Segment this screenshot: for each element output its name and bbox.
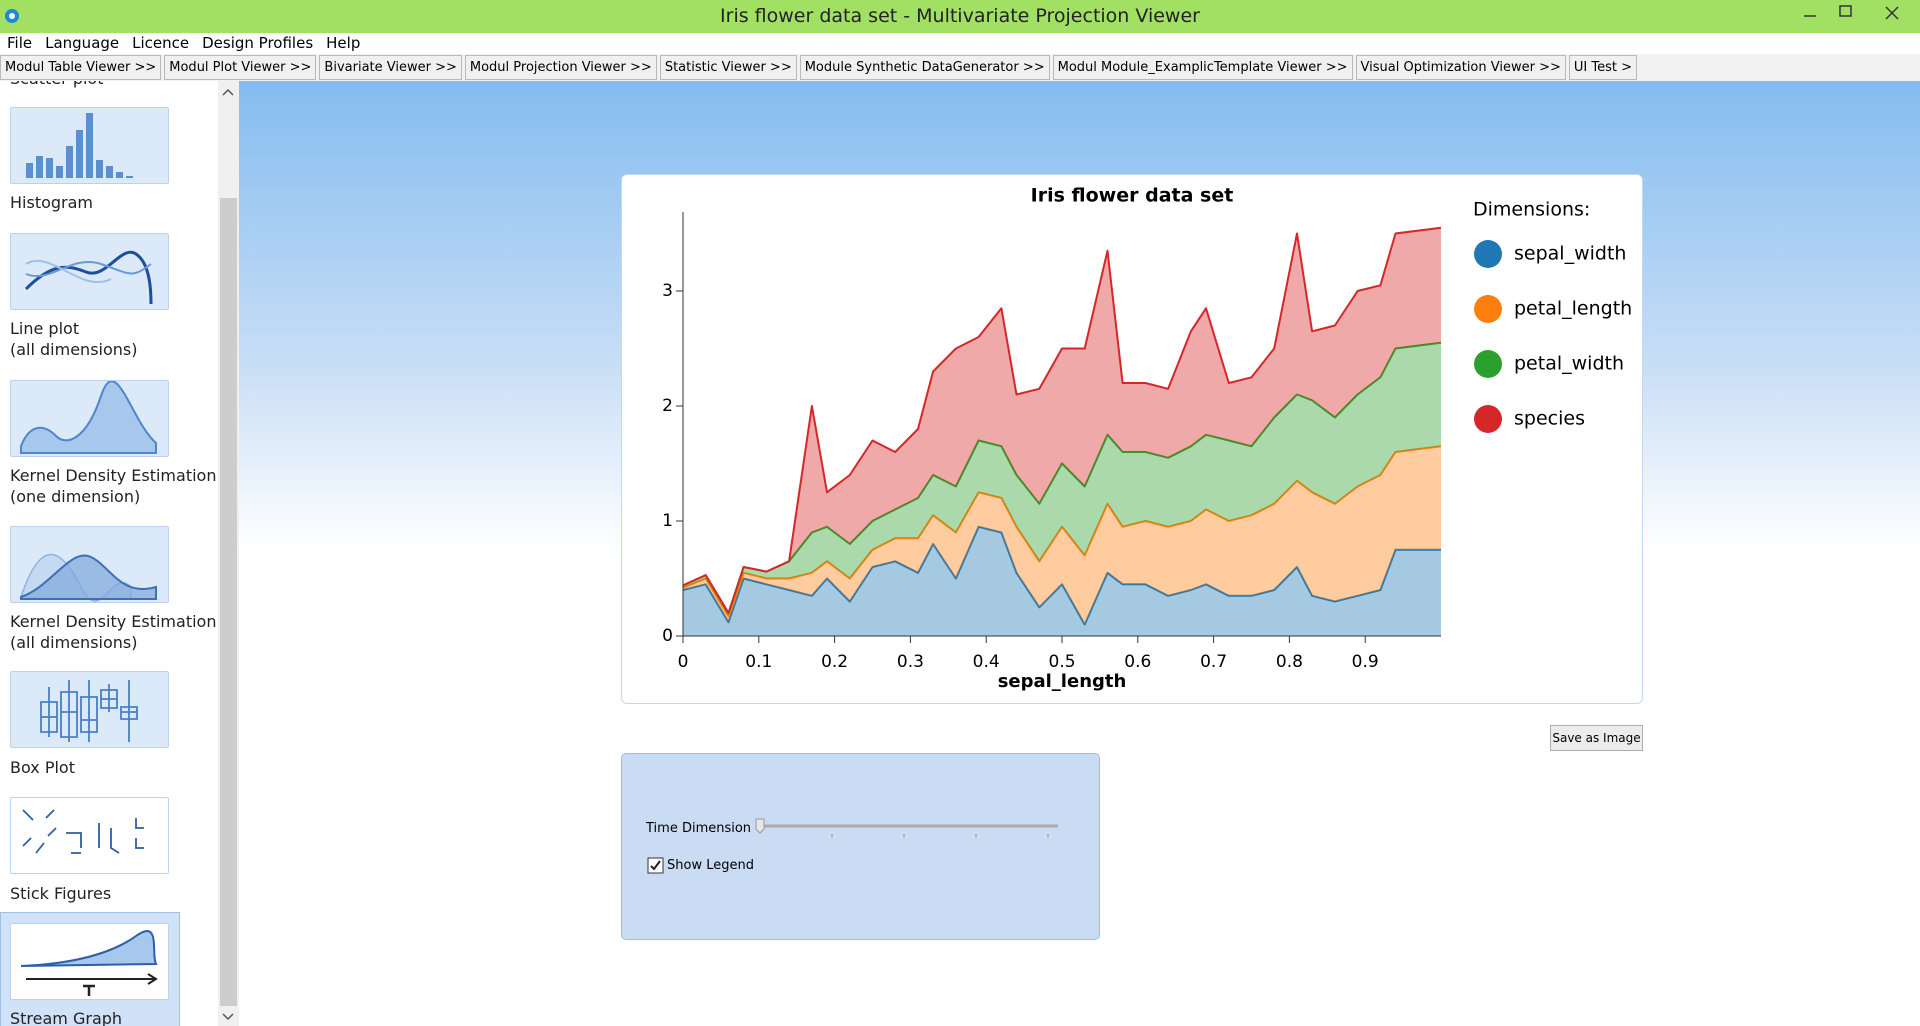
tab[interactable]: Modul Module_ExamplicTemplate Viewer >> [1052,55,1353,80]
item-label[interactable]: Kernel Density Estimation [10,612,217,631]
tab[interactable]: Module Synthetic DataGenerator >> [799,55,1050,80]
legend-label: sepal_width [1514,243,1626,265]
menu-bar: File Language Licence Design Profiles Help [0,33,1920,54]
item-label[interactable]: Line plot [10,319,80,338]
legend-label: petal_width [1514,353,1624,375]
chart: Iris flower data set sepal_length 0 1 2 3 0 0… [662,185,1632,693]
legend-swatch [1474,405,1502,433]
window-controls[interactable] [1790,0,1920,33]
stream-area [683,446,1441,625]
tab-bar: Modul Table Viewer >> Modul Plot Viewer >… [0,54,1920,81]
y-tick-label: 1 [662,511,673,531]
thumbnail[interactable] [10,526,169,603]
x-tick-label: 0.1 [745,652,772,672]
thumbnail[interactable] [10,380,169,457]
tab[interactable]: UI Test > [1568,55,1637,80]
item-label[interactable]: (all dimensions) [10,633,138,652]
slider-label: Time Dimension [646,821,752,836]
x-tick-label: 0.6 [1124,652,1151,672]
legend-swatch [1474,295,1502,323]
thumbnail[interactable] [10,233,169,310]
chart-title: Iris flower data set [1031,185,1234,207]
item-label[interactable]: Kernel Density Estimation [10,466,217,485]
stream-area [683,526,1441,636]
x-tick-label: 0.7 [1200,652,1227,672]
sidebar: Scatter plot Histogram Line plot (all di… [0,81,218,1026]
app-icon [5,9,19,23]
show-legend-checkbox[interactable] [647,857,665,875]
thumbnail[interactable] [10,107,169,184]
thumbnail[interactable] [10,797,169,874]
menu-item[interactable]: File [7,34,33,52]
item-label[interactable]: Stream Graph [10,1009,123,1026]
menu-item[interactable]: Help [326,34,361,52]
stream-line [682,445,1442,618]
chart-panel: Iris flower data set sepal_length 0 1 2 3 0 0… [621,174,1643,704]
legend-title: Dimensions: [1473,199,1590,221]
checkbox-label: Show Legend [667,858,754,873]
stream-area [683,342,1441,617]
y-tick-label: 0 [662,626,673,646]
tab[interactable]: Modul Projection Viewer >> [464,55,657,80]
y-tick-label: 2 [662,396,673,416]
stream-line [682,525,1441,626]
tab[interactable]: Bivariate Viewer >> [319,55,462,80]
window-title: Iris flower data set - Multivariate Proj… [720,5,1200,27]
stream-area [683,227,1441,614]
legend-swatch [1474,350,1502,378]
legend-label: petal_length [1514,298,1632,320]
scrollbar[interactable] [218,81,239,1026]
x-tick-label: 0 [678,652,689,672]
controls-panel: Time Dimension Show Legend [621,753,1100,940]
thumbnail[interactable] [10,671,169,748]
stream-line [682,226,1442,614]
x-tick-label: 0.5 [1048,652,1075,672]
title-bar: Iris flower data set - Multivariate Proj… [0,0,1920,33]
x-tick-label: 0.2 [821,652,848,672]
save-button[interactable]: Save as Image [1550,725,1643,751]
tab[interactable]: Modul Table Viewer >> [0,55,162,80]
legend-swatch [1474,240,1502,268]
menu-item[interactable]: Licence [132,34,190,52]
item-label[interactable]: (one dimension) [10,487,141,506]
item-label[interactable]: Histogram [10,193,93,212]
tab[interactable]: Statistic Viewer >> [659,55,797,80]
item-label[interactable]: Box Plot [10,758,75,777]
item-label[interactable]: (all dimensions) [10,340,138,359]
thumbnail[interactable] [10,923,169,1000]
tab[interactable]: Modul Plot Viewer >> [164,55,317,80]
item-label[interactable]: Stick Figures [10,884,112,903]
x-tick-label: 0.9 [1352,652,1379,672]
x-tick-label: 0.4 [973,652,1000,672]
x-axis-label: sepal_length [998,671,1127,692]
stream-line [682,341,1442,614]
time-slider[interactable] [752,814,1072,844]
x-tick-label: 0.3 [897,652,924,672]
x-tick-label: 0.8 [1276,652,1303,672]
menu-item[interactable]: Language [45,34,120,52]
tab[interactable]: Visual Optimization Viewer >> [1355,55,1566,80]
legend-label: species [1514,408,1585,430]
item-label[interactable]: Scatter plot [10,81,103,89]
menu-item[interactable]: Design Profiles [202,34,314,52]
y-tick-label: 3 [662,281,673,301]
